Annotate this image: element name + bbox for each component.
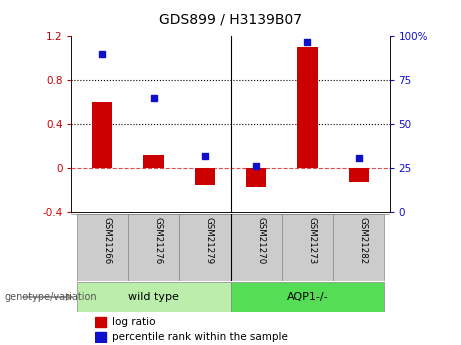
Bar bbox=[195, 168, 215, 185]
Bar bbox=[230, 282, 384, 312]
Bar bbox=[143, 155, 164, 168]
Text: genotype/variation: genotype/variation bbox=[5, 292, 97, 302]
Text: GSM21270: GSM21270 bbox=[256, 217, 265, 265]
Point bbox=[304, 39, 311, 44]
Point bbox=[99, 51, 106, 57]
Bar bbox=[92, 102, 112, 168]
Text: AQP1-/-: AQP1-/- bbox=[287, 292, 328, 302]
Point bbox=[253, 164, 260, 169]
Bar bbox=[77, 282, 230, 312]
Text: wild type: wild type bbox=[128, 292, 179, 302]
Text: GSM21273: GSM21273 bbox=[307, 217, 316, 265]
Bar bbox=[349, 168, 369, 183]
Bar bbox=[128, 214, 179, 281]
Text: GDS899 / H3139B07: GDS899 / H3139B07 bbox=[159, 12, 302, 26]
Bar bbox=[333, 214, 384, 281]
Point bbox=[150, 95, 157, 100]
Bar bbox=[77, 214, 128, 281]
Bar bbox=[282, 214, 333, 281]
Point bbox=[355, 155, 362, 160]
Bar bbox=[179, 214, 230, 281]
Bar bbox=[95, 317, 106, 327]
Text: GSM21276: GSM21276 bbox=[154, 217, 163, 265]
Bar bbox=[95, 332, 106, 342]
Bar bbox=[246, 168, 266, 187]
Text: GSM21279: GSM21279 bbox=[205, 217, 214, 264]
Point bbox=[201, 153, 208, 159]
Text: GSM21282: GSM21282 bbox=[359, 217, 368, 265]
Bar bbox=[297, 47, 318, 168]
Text: log ratio: log ratio bbox=[112, 317, 156, 327]
Bar bbox=[230, 214, 282, 281]
Text: GSM21266: GSM21266 bbox=[102, 217, 111, 265]
Text: percentile rank within the sample: percentile rank within the sample bbox=[112, 332, 288, 342]
